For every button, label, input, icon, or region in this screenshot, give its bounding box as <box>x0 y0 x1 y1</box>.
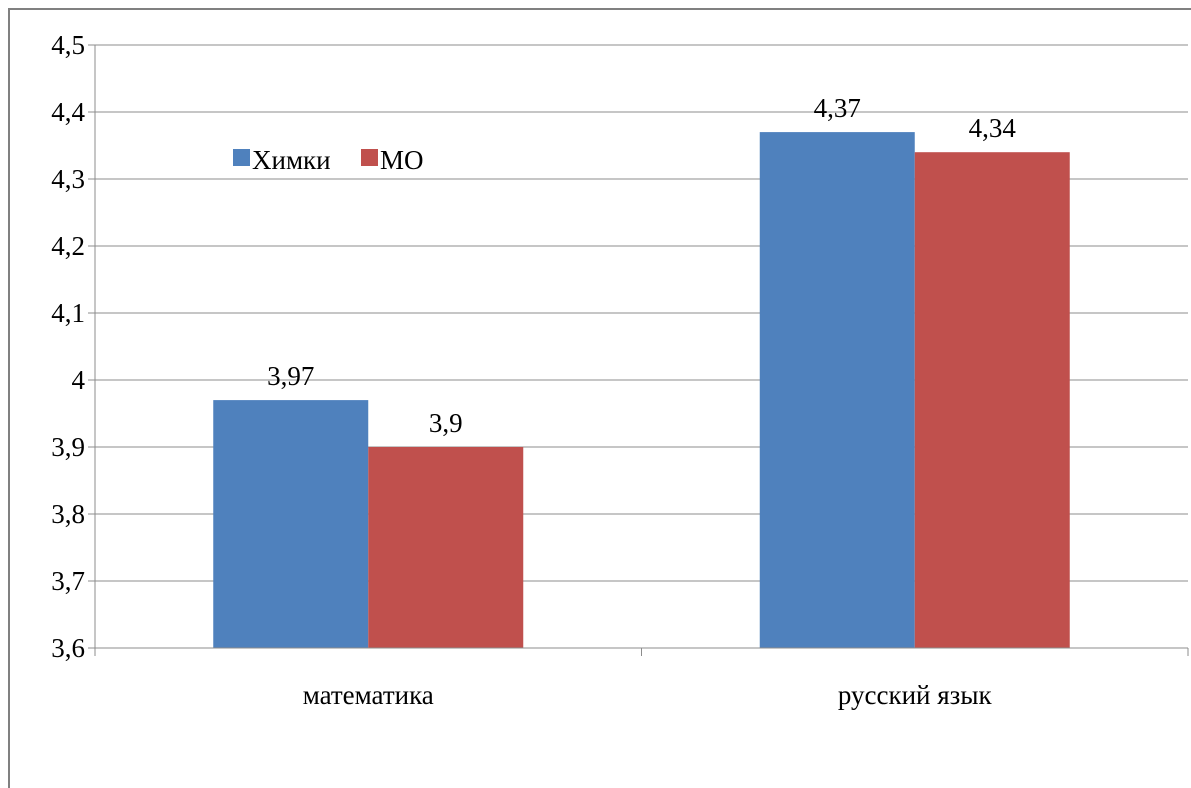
y-tick-label: 3,9 <box>51 432 85 462</box>
y-tick-label: 4,3 <box>51 164 85 194</box>
y-tick-label: 4,1 <box>51 298 85 328</box>
data-label: 4,34 <box>969 113 1017 143</box>
data-label: 3,97 <box>267 361 314 391</box>
y-tick-label: 3,6 <box>51 633 85 663</box>
y-tick-label: 4,2 <box>51 231 85 261</box>
legend-swatch <box>361 149 378 166</box>
y-tick-label: 4,5 <box>51 30 85 60</box>
bar <box>759 132 915 649</box>
y-tick-label: 3,7 <box>51 566 85 596</box>
bar <box>368 447 524 648</box>
bar-chart: 3,6 3,7 3,8 3,9 4 4,1 4,2 4,3 4,4 4,5 3,97 3,9 матем… <box>51 30 1189 710</box>
bar <box>213 400 369 648</box>
y-tick-label: 4,4 <box>51 97 85 127</box>
y-tick-label: 3,8 <box>51 499 85 529</box>
data-label: 4,37 <box>814 93 861 123</box>
legend-label: Химки <box>252 145 331 175</box>
x-category-label: математика <box>303 680 434 710</box>
bar <box>914 152 1070 648</box>
legend-swatch <box>233 149 250 166</box>
legend-label: МО <box>380 145 424 175</box>
x-category-label: русский язык <box>838 680 993 710</box>
y-tick-label: 4 <box>72 365 86 395</box>
data-label: 3,9 <box>429 408 463 438</box>
